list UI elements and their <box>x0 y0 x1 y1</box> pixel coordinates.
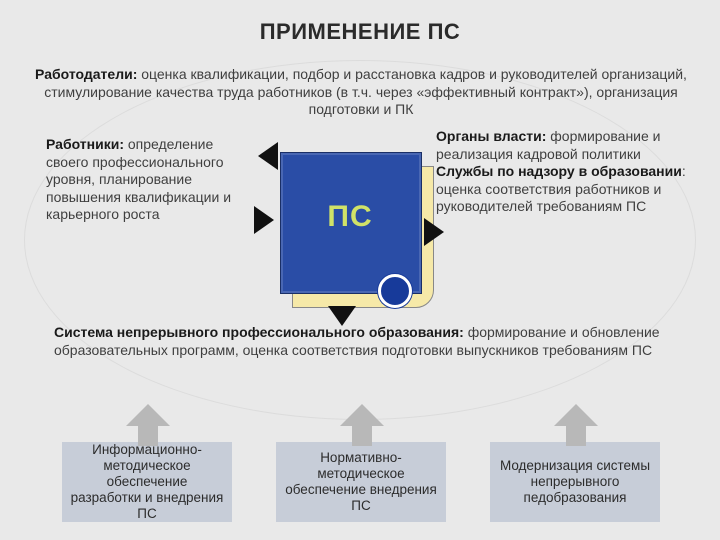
seal-icon <box>378 274 412 308</box>
arrow-right-2-icon <box>424 218 444 246</box>
up-arrow-1-icon <box>126 404 170 446</box>
contedu-bold: Система непрерывного профессионального о… <box>54 324 464 340</box>
ps-label: ПС <box>280 152 420 282</box>
employers-text: оценка квалификации, подбор и расстановк… <box>44 66 687 117</box>
up-arrow-2-icon <box>340 404 384 446</box>
employers-block: Работодатели: оценка квалификации, подбо… <box>34 66 688 119</box>
pillar-1-label: Информационно-методическое обеспечение р… <box>70 442 224 523</box>
arrow-down-icon <box>328 306 356 326</box>
authorities-block: Органы власти: формирование и реализация… <box>436 128 686 216</box>
ps-icon: ПС <box>272 146 432 306</box>
pillar-2: Нормативно-методическое обеспечение внед… <box>276 442 446 522</box>
workers-block: Работники: определение своего профессион… <box>46 136 246 224</box>
arrow-top-left-icon <box>258 142 278 170</box>
authorities-bold-1: Органы власти: <box>436 128 546 144</box>
pillar-3: Модернизация системы непрерывного педобр… <box>490 442 660 522</box>
page-title: ПРИМЕНЕНИЕ ПС <box>0 16 720 48</box>
contedu-block: Система непрерывного профессионального о… <box>54 324 666 359</box>
employers-bold: Работодатели: <box>35 66 137 82</box>
authorities-bold-2: Службы по надзору в образовании <box>436 163 682 179</box>
pillar-1: Информационно-методическое обеспечение р… <box>62 442 232 522</box>
pillar-3-label: Модернизация системы непрерывного педобр… <box>498 458 652 507</box>
workers-bold: Работники: <box>46 136 124 152</box>
arrow-right-icon <box>254 206 274 234</box>
up-arrow-3-icon <box>554 404 598 446</box>
pillar-2-label: Нормативно-методическое обеспечение внед… <box>284 450 438 515</box>
